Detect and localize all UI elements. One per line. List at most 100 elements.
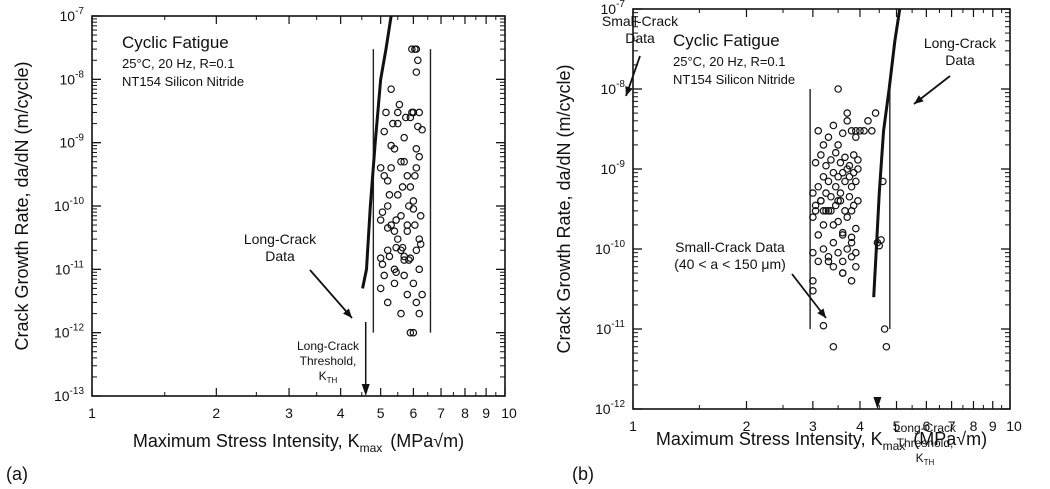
x-tick-label: 1 [629,418,637,434]
long-crack-arrowhead [914,95,924,104]
chart-panel-b: 1 2 3 4 5 6 7 8 9 10 10-12 10-11 10-10 10-9 10-8 10-7 Cy… [554,0,1022,484]
data-point [383,246,392,255]
data-point [834,172,842,181]
data-point [834,248,842,257]
data-point [829,342,838,351]
x-tick-label: 8 [970,418,978,434]
data-point [845,192,854,201]
long-crack-curve [361,15,393,289]
data-point [817,197,825,205]
chart-title: Cyclic Fatigue [122,33,229,52]
x-tick-label: 9 [989,418,997,434]
plot-frame [632,8,1011,410]
panel-label: (a) [6,464,28,484]
data-point [392,268,400,277]
x-tick-label: 7 [948,418,956,434]
data-point [411,171,419,180]
data-point [843,109,852,117]
data-point [843,117,852,125]
data-point [811,158,820,167]
data-point [416,240,425,248]
small-crack-arrowhead [817,308,826,318]
data-point [829,221,838,229]
data-point [829,168,838,177]
data-point [868,127,876,135]
x-tick-label: 2 [743,418,751,434]
data-point [829,262,838,271]
x-tick-label: 4 [856,418,864,434]
y-axis-label: Crack Growth Rate, da/dN (m/cycle) [554,64,574,353]
data-point [415,309,424,318]
y-axis-label: Crack Growth Rate, da/dN (m/cycle) [12,61,32,350]
x-tick-label: 10 [501,405,517,421]
data-point [852,133,860,141]
data-point [380,271,389,280]
data-point [845,172,854,181]
data-point [378,208,387,216]
data-point [817,151,825,159]
data-point [843,245,852,253]
small-crack-label: Small-Crack Data [675,239,785,255]
threshold-arrowhead [361,384,370,396]
data-point [838,269,847,277]
data-point [847,233,856,242]
data-point [397,309,405,318]
data-point [831,182,840,191]
data-point [383,298,392,307]
data-point [829,121,838,130]
data-point [389,119,397,128]
data-point [849,168,858,177]
y-tick-label: 10-12 [595,399,625,417]
data-point [882,342,891,351]
data-point [376,254,385,262]
data-point [841,177,849,186]
panel-label: (b) [572,464,594,484]
data-point [408,45,416,53]
x-tick-label: 4 [337,405,345,421]
data-point [393,235,402,243]
data-point [400,256,408,264]
data-point [836,197,845,205]
x-tick-label: 1 [88,405,96,421]
data-point [403,227,412,236]
x-tick-label: 7 [437,405,445,421]
data-point [854,165,862,173]
threshold-label: Long-Crack [894,421,957,435]
threshold-label: KTH [319,369,338,385]
data-point [814,257,823,266]
data-point [852,127,860,135]
data-point [819,172,828,181]
data-point [393,119,402,128]
chart-condition: NT154 Silicon Nitride [122,74,244,89]
data-point [403,221,412,229]
data-point [398,183,407,191]
data-point [834,141,842,149]
data-point [822,207,830,215]
data-point [390,227,399,236]
chart-panel-a: 1 2 3 4 5 6 7 8 9 10 10-13 10-12 10-11 10-10 10-9 10-8 1… [6,6,679,484]
long-crack-arrowhead [343,308,352,318]
data-point [418,125,426,134]
data-point [400,252,408,261]
data-point [383,176,392,185]
small-crack-arrow [791,273,827,319]
data-point [847,238,856,247]
data-point [409,279,418,288]
x-tick-label: 9 [482,405,490,421]
data-point [841,207,849,215]
data-point [838,231,847,239]
x-tick-label: 6 [922,418,930,434]
data-point [387,85,395,93]
data-point [841,153,849,162]
x-tick-label: 5 [377,405,385,421]
data-point [822,189,830,197]
data-point [838,257,847,266]
data-point [414,56,422,65]
data-point [864,117,872,125]
data-point [836,158,845,167]
data-point [415,108,424,117]
data-point [819,141,828,149]
threshold-label: Threshold, [897,436,954,450]
data-point [376,216,385,224]
data-point [392,243,400,252]
